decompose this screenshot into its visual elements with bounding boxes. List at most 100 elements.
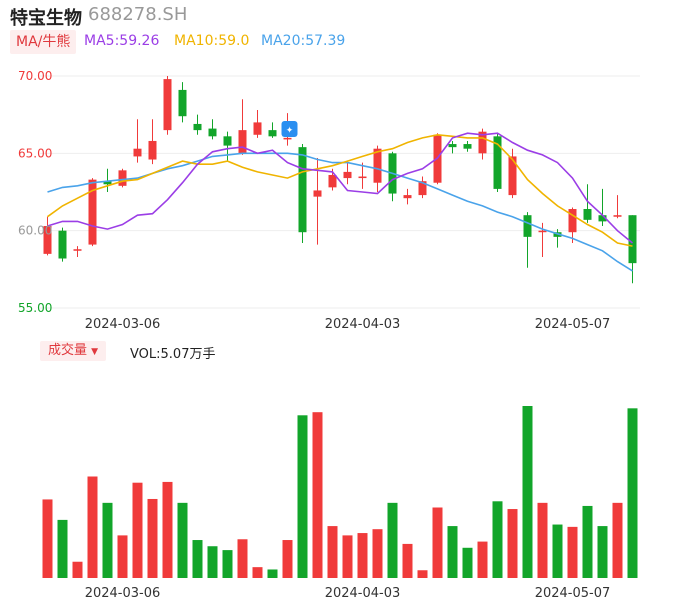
volume-bar	[507, 509, 518, 578]
candle-body	[613, 215, 622, 217]
candle-body	[628, 215, 637, 264]
volume-bar	[477, 541, 488, 578]
volume-bar	[282, 540, 293, 578]
candle-body	[133, 148, 142, 157]
candle-body	[448, 144, 457, 148]
ma-indicator-button[interactable]: MA/牛熊	[10, 30, 77, 54]
volume-bar	[297, 415, 308, 578]
candle-body	[493, 136, 502, 189]
volume-bar	[132, 482, 143, 578]
event-marker-glyph: ✦	[286, 126, 294, 136]
candle-body	[373, 148, 382, 183]
y-tick-label: 60.00	[18, 224, 52, 238]
volume-bar	[162, 481, 173, 578]
volume-bar	[522, 406, 533, 578]
candle-body	[508, 156, 517, 196]
candle-body	[583, 209, 592, 220]
ma5-legend: MA5:59.26	[84, 33, 160, 49]
ma10-legend: MA10:59.0	[174, 33, 250, 49]
candle-body	[298, 147, 307, 233]
volume-bar	[57, 519, 68, 578]
volume-bar	[87, 476, 98, 578]
candle-body	[73, 249, 82, 251]
x-tick-label: 2024-05-07	[535, 317, 611, 332]
volume-bar	[537, 502, 548, 578]
candle-body	[523, 215, 532, 237]
candle-body	[268, 130, 277, 137]
volume-bar	[402, 543, 413, 578]
candle-body	[208, 128, 217, 137]
candle-body	[43, 226, 52, 254]
candle-body	[88, 179, 97, 245]
candle-body	[283, 137, 292, 140]
candle-body	[253, 122, 262, 135]
candle-body	[223, 136, 232, 146]
dropdown-caret-icon: ▼	[91, 347, 99, 357]
volume-bar	[387, 502, 398, 578]
volume-bar	[372, 529, 383, 578]
x-tick-label: 2024-04-03	[325, 317, 401, 332]
x-tick-label: 2024-03-06	[85, 586, 161, 601]
candle-body	[148, 140, 157, 160]
volume-bar	[492, 501, 503, 578]
candle-body	[103, 181, 112, 185]
volume-bar	[582, 505, 593, 578]
volume-bar	[567, 526, 578, 578]
y-tick-label: 65.00	[18, 146, 52, 160]
volume-bar	[597, 526, 608, 578]
ma5-line	[47, 132, 634, 244]
candle-body	[358, 176, 367, 179]
volume-bar	[462, 547, 473, 578]
volume-bar	[342, 535, 353, 578]
event-marker-icon	[281, 121, 298, 137]
volume-bar	[237, 539, 248, 578]
volume-bar	[72, 561, 83, 578]
candle-body	[418, 181, 427, 196]
candle-body	[313, 190, 322, 197]
volume-bar	[327, 526, 338, 578]
volume-bar	[432, 507, 443, 578]
volume-bar	[447, 526, 458, 578]
candle-body	[193, 123, 202, 131]
x-tick-label: 2024-03-06	[85, 317, 161, 332]
stock-name: 特宝生物	[10, 8, 82, 29]
volume-button-label: 成交量	[48, 343, 88, 358]
volume-bar	[267, 569, 278, 578]
volume-indicator-button[interactable]: 成交量 ▼	[40, 341, 107, 361]
volume-bar	[357, 533, 368, 578]
volume-bar	[627, 408, 638, 578]
candle-body	[568, 209, 577, 233]
volume-bar	[147, 498, 158, 578]
candle-body	[58, 230, 67, 259]
candle-body	[178, 89, 187, 117]
candle-body	[328, 174, 337, 188]
ma20-legend: MA20:57.39	[261, 33, 346, 49]
candle-body	[463, 144, 472, 149]
volume-bar	[252, 567, 263, 578]
volume-bar	[612, 502, 623, 578]
volume-bar	[207, 546, 218, 578]
volume-bar	[102, 502, 113, 578]
volume-bar	[552, 524, 563, 578]
candle-body	[538, 230, 547, 233]
volume-bar	[192, 540, 203, 578]
volume-bar	[117, 535, 128, 578]
x-tick-label: 2024-05-07	[535, 586, 611, 601]
stock-code: 688278.SH	[88, 4, 188, 25]
ma20-line	[47, 152, 633, 272]
volume-bar	[312, 412, 323, 578]
volume-bar	[42, 499, 53, 578]
candle-body	[118, 170, 127, 186]
volume-bar	[177, 502, 188, 578]
volume-bar	[222, 550, 233, 578]
candle-body	[403, 195, 412, 199]
candle-body	[343, 171, 352, 179]
volume-value-label: VOL:5.07万手	[130, 347, 216, 362]
candle-body	[478, 131, 487, 154]
y-tick-label: 70.00	[18, 69, 52, 83]
ma10-line	[47, 133, 633, 247]
volume-bar	[417, 570, 428, 578]
candle-body	[163, 79, 172, 131]
candle-body	[598, 215, 607, 222]
